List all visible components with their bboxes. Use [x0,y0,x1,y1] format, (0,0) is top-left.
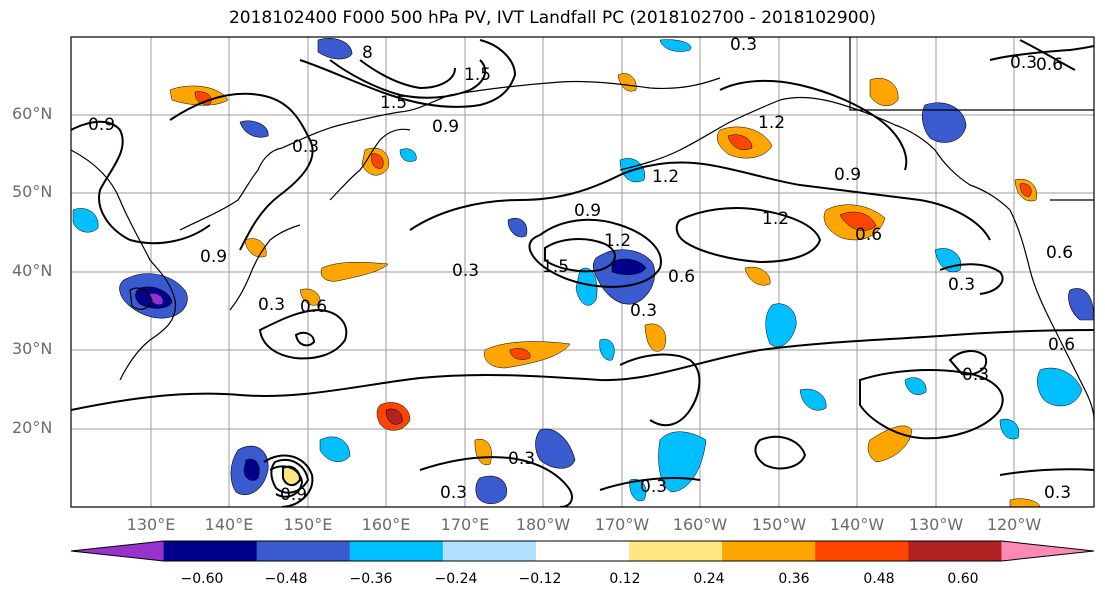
contour-label: 0.3 [630,301,657,321]
colorbar-extend-min [71,541,164,561]
ivt-contours [71,39,1094,507]
contour-label: 0.3 [440,483,467,503]
colorbar-tick-label: 0.48 [863,571,895,587]
colorbar-outline [70,540,1095,562]
contour-label: 1.5 [542,257,569,277]
colorbar-tick-label: −0.48 [264,571,308,587]
lon-label: 170°E [440,515,490,534]
contour-label: 1.5 [464,65,491,85]
colorbar-tick-label: −0.36 [349,571,393,587]
contour-label: 0.3 [258,295,285,315]
contour-label: 0.6 [300,297,327,317]
colorbar-segment [722,541,816,561]
colorbar [70,540,1095,562]
contour-label: 1.2 [758,113,785,133]
map-frame [70,36,1095,508]
colorbar-tick-label: 0.12 [609,571,641,587]
lat-label: 40°N [12,261,53,280]
contour-label: 8 [362,43,373,63]
lon-label: 140°E [204,515,254,534]
colorbar-segment [163,541,258,561]
lon-label: 150°W [751,515,807,534]
colorbar-extend-max [1001,541,1094,561]
colorbar-tick-label: 0.24 [693,571,725,587]
lon-label: 160°W [672,515,728,534]
contour-label: 0.3 [292,137,319,157]
contour-label: 0.3 [1010,53,1037,73]
contour-label: 0.3 [962,365,989,385]
lon-label: 180°W [515,515,571,534]
colorbar-segment [629,541,723,561]
lat-label: 60°N [12,104,53,123]
contour-labels: 0.3 0.6 0.9 0.9 1.2 1.2 1.2 1.5 0.3 0.3 … [88,35,1075,505]
colorbar-segment [256,541,351,561]
lon-label: 140°W [829,515,885,534]
contour-label: 0.9 [834,165,861,185]
contour-label: 0.9 [574,201,601,221]
contour-label: 0.9 [88,115,115,135]
contour-label: 0.3 [730,35,757,55]
lon-label: 150°E [283,515,333,534]
contour-label: 0.3 [948,275,975,295]
contour-label: 0.9 [200,247,227,267]
lon-label: 160°E [361,515,411,534]
colorbar-segment [908,541,1002,561]
contour-label: 1.2 [604,231,631,251]
pv-negative-fill [119,38,1094,505]
map-title: 2018102400 F000 500 hPa PV, IVT Landfall… [228,8,876,28]
colorbar-segment [815,541,909,561]
contour-label: 0.6 [1046,243,1073,263]
contour-label: 1.5 [380,93,407,113]
colorbar-segment [349,541,444,561]
contour-label: 0.9 [280,485,307,505]
lon-label: 130°W [908,515,964,534]
lon-label: 130°E [126,515,176,534]
lat-label: 30°N [12,339,53,358]
colorbar-tick-label: −0.12 [518,571,562,587]
contour-label: 0.3 [508,449,535,469]
contour-label: 0.9 [432,117,459,137]
pv-positive-fill [169,73,1041,507]
contour-label: 0.6 [855,225,882,245]
colorbar-tick-label: 0.36 [778,571,810,587]
colorbar-segment [535,541,630,561]
contour-label: 1.2 [652,167,679,187]
contour-label: 0.6 [1036,55,1063,75]
lon-label: 170°W [594,515,650,534]
contour-label: 1.2 [762,209,789,229]
contour-label: 0.6 [1048,335,1075,355]
colorbar-segment [442,541,537,561]
colorbar-tick-label: −0.60 [180,571,224,587]
contour-label: 0.3 [640,477,667,497]
contour-label: 0.6 [668,267,695,287]
lat-label: 50°N [12,182,53,201]
lat-label: 20°N [12,418,53,437]
contour-label: 0.3 [452,261,479,281]
colorbar-tick-label: −0.24 [434,571,478,587]
colorbar-tick-label: 0.60 [947,571,979,587]
lon-label: 120°W [986,515,1042,534]
contour-label: 0.3 [1044,483,1071,503]
